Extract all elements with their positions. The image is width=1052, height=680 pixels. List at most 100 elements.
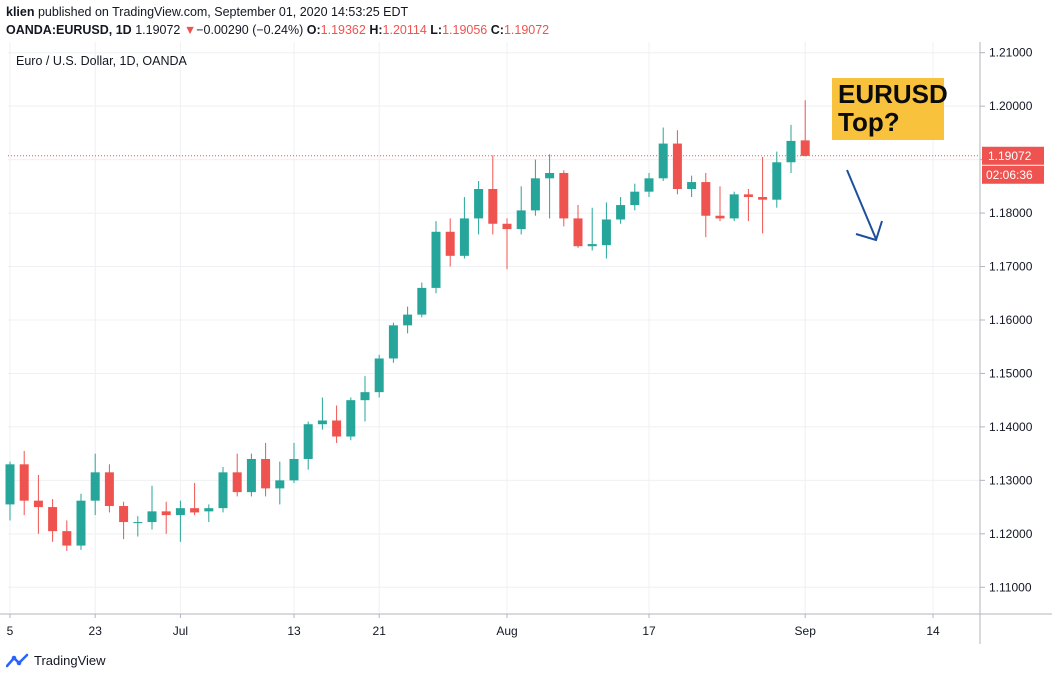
candle-body xyxy=(317,420,327,425)
x-tick-label: Sep xyxy=(795,624,817,638)
candle xyxy=(403,306,413,334)
candle-body xyxy=(246,458,256,493)
candle-body xyxy=(573,218,583,247)
candle-body xyxy=(445,231,455,256)
candle xyxy=(289,442,299,484)
y-tick-label: 1.15000 xyxy=(989,366,1033,380)
chart-subtitle: Euro / U.S. Dollar, 1D, OANDA xyxy=(16,54,188,68)
candle-body xyxy=(5,464,15,505)
candle xyxy=(147,485,157,530)
grid-lines xyxy=(8,42,980,614)
candle-body xyxy=(559,172,569,219)
candle xyxy=(246,453,256,497)
candle-body xyxy=(616,205,626,220)
y-tick-label: 1.13000 xyxy=(989,473,1033,487)
candle xyxy=(175,500,185,542)
candle-body xyxy=(601,219,611,246)
candle xyxy=(601,202,611,259)
candle xyxy=(119,501,129,540)
candle-body xyxy=(133,522,143,524)
candle xyxy=(800,100,810,157)
y-tick-label: 1.14000 xyxy=(989,420,1033,434)
candle-body xyxy=(289,458,299,481)
candle-body xyxy=(687,182,697,190)
candle xyxy=(516,186,526,235)
quote-line: OANDA:EURUSD, 1D 1.19072 ▼−0.00290 (−0.2… xyxy=(6,21,549,39)
candle-body xyxy=(715,215,725,219)
candle xyxy=(190,483,200,516)
y-tick-label: 1.20000 xyxy=(989,99,1033,113)
candle xyxy=(275,461,285,505)
candle xyxy=(545,154,555,219)
candle xyxy=(33,475,43,534)
price-change: −0.00290 (−0.24%) xyxy=(196,23,304,37)
candle xyxy=(232,453,242,497)
candle-body xyxy=(332,420,342,437)
candle-body xyxy=(360,392,370,401)
candle xyxy=(502,218,512,270)
last-price-line: 1.19072 02:06:36 xyxy=(8,146,1044,184)
candle xyxy=(772,151,782,208)
x-tick-label: 13 xyxy=(287,624,301,638)
down-arrow-icon xyxy=(846,169,883,242)
candle-body xyxy=(644,178,654,192)
countdown-tag-label: 02:06:36 xyxy=(986,168,1033,182)
candle-body xyxy=(76,500,86,546)
candle xyxy=(687,175,697,198)
publish-info: klien published on TradingView.com, Sept… xyxy=(6,3,408,21)
candle-body xyxy=(374,358,384,393)
footer-brand: TradingView xyxy=(34,652,106,668)
candle-body xyxy=(346,400,356,437)
last-price-tag-label: 1.19072 xyxy=(988,149,1032,163)
candle xyxy=(488,155,498,235)
tradingview-logo[interactable]: TradingView xyxy=(6,652,106,668)
candle-body xyxy=(701,182,711,216)
candle xyxy=(417,282,427,318)
candle xyxy=(672,130,682,195)
candle-body xyxy=(758,197,768,200)
candle-body xyxy=(672,143,682,190)
candle xyxy=(90,453,100,516)
candle xyxy=(431,221,441,294)
candle-body xyxy=(587,244,597,247)
candle xyxy=(644,172,654,198)
candle xyxy=(587,207,597,251)
x-tick-label: Aug xyxy=(496,624,517,638)
candle xyxy=(630,183,640,211)
candle-body xyxy=(147,511,157,523)
candle-body xyxy=(530,178,540,211)
candle-body xyxy=(431,231,441,288)
candles xyxy=(5,100,810,551)
candle-body xyxy=(800,140,810,156)
candle xyxy=(530,159,540,216)
published-text: published on TradingView.com, September … xyxy=(37,5,409,19)
y-tick-label: 1.18000 xyxy=(989,206,1033,220)
candle-body xyxy=(48,507,58,532)
candle-body xyxy=(658,143,668,179)
x-tick-label: 23 xyxy=(89,624,103,638)
low-label: L: xyxy=(430,23,443,37)
candle xyxy=(76,493,86,550)
candle-body xyxy=(104,472,114,507)
x-tick-label: Jul xyxy=(173,624,188,638)
candle xyxy=(743,189,753,222)
candle-body xyxy=(459,218,469,256)
candle xyxy=(104,464,114,513)
candle xyxy=(19,450,29,516)
candle-body xyxy=(474,189,484,219)
candle xyxy=(161,501,171,534)
candle xyxy=(5,461,15,521)
x-tick-label: 21 xyxy=(373,624,387,638)
candle-body xyxy=(33,500,43,508)
y-tick-label: 1.16000 xyxy=(989,313,1033,327)
candle xyxy=(317,397,327,430)
candle-body xyxy=(388,325,398,359)
candle xyxy=(62,520,72,551)
author-name[interactable]: klien xyxy=(6,5,35,19)
candle xyxy=(786,124,796,173)
candle xyxy=(445,218,455,267)
candle xyxy=(261,442,271,497)
low-value: 1.19056 xyxy=(442,23,488,37)
last-price: 1.19072 xyxy=(135,23,181,37)
